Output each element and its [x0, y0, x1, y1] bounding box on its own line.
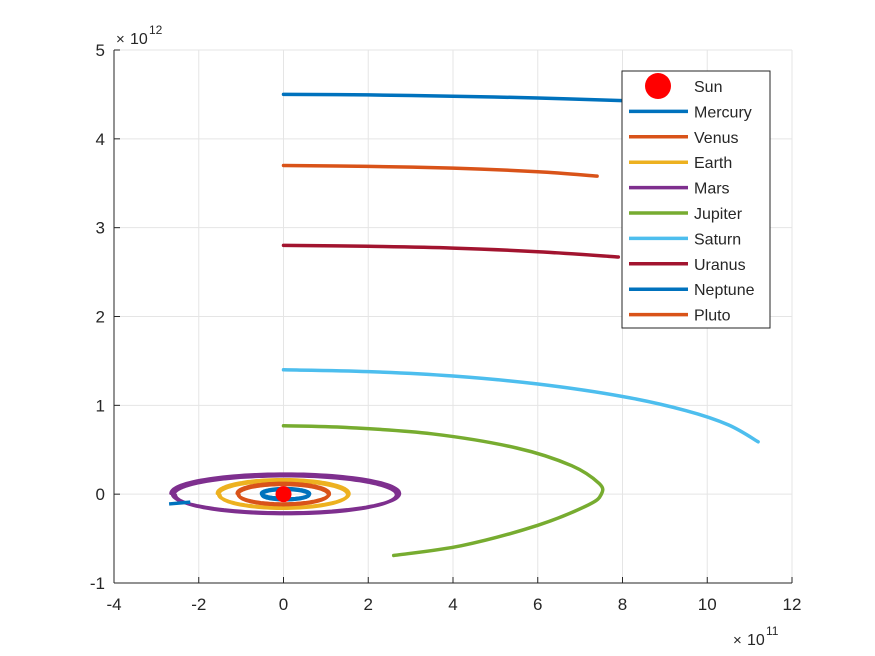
legend-label-mars: Mars — [694, 181, 730, 198]
legend-box — [621, 70, 771, 329]
x-tick-label: 6 — [533, 595, 542, 614]
sun-marker — [275, 486, 292, 503]
legend-label-neptune: Neptune — [694, 282, 755, 299]
y-exponent-power: 12 — [149, 23, 163, 37]
y-tick-label: 3 — [96, 219, 105, 238]
legend-label-earth: Earth — [694, 155, 732, 172]
series-line-mars — [169, 472, 402, 516]
x-exponent-times: × — [733, 632, 742, 649]
series-line-earth — [215, 477, 351, 510]
y-tick-label: -1 — [90, 574, 105, 593]
x-tick-label: 2 — [364, 595, 373, 614]
x-tick-label: 10 — [698, 595, 717, 614]
series-line-saturn — [281, 368, 760, 444]
legend-marker-sun — [645, 73, 671, 99]
y-tick-label: 4 — [96, 130, 105, 149]
legend: Sun Mercury Venus Earth Mars Jupiter Saturn Ura… — [621, 70, 771, 329]
y-exponent-base: 10 — [130, 31, 148, 48]
x-tick-label: 8 — [618, 595, 627, 614]
x-tick-label: 0 — [279, 595, 288, 614]
legend-label-venus: Venus — [694, 130, 738, 147]
legend-label-uranus: Uranus — [694, 257, 746, 274]
y-tick-label: 2 — [96, 308, 105, 327]
legend-label-jupiter: Jupiter — [694, 206, 743, 223]
y-tick-label: 0 — [96, 485, 105, 504]
x-exponent-label: × 10 11 — [733, 624, 779, 649]
y-exponent-times: × — [116, 31, 125, 48]
x-tick-label: 4 — [448, 595, 457, 614]
axes-frame — [113, 49, 793, 584]
x-tick-label: -4 — [106, 595, 121, 614]
x-exponent-power: 11 — [766, 624, 779, 638]
x-tick-label: 12 — [783, 595, 802, 614]
legend-label-saturn: Saturn — [694, 231, 741, 248]
series-tail-mercury — [168, 500, 191, 506]
y-tick-label: 5 — [96, 41, 105, 60]
x-tick-label: -2 — [191, 595, 206, 614]
y-tick-label: 1 — [96, 396, 105, 415]
legend-label-mercury: Mercury — [694, 104, 752, 121]
series-line-pluto — [281, 163, 599, 178]
series-line-mercury — [259, 486, 312, 502]
series-line-uranus — [281, 243, 621, 259]
y-exponent-label: × 10 12 — [116, 23, 163, 48]
legend-label-sun: Sun — [694, 79, 722, 96]
series-line-jupiter — [281, 424, 605, 558]
series-line-venus — [235, 481, 332, 507]
legend-label-pluto: Pluto — [694, 308, 731, 325]
x-exponent-base: 10 — [747, 632, 765, 649]
